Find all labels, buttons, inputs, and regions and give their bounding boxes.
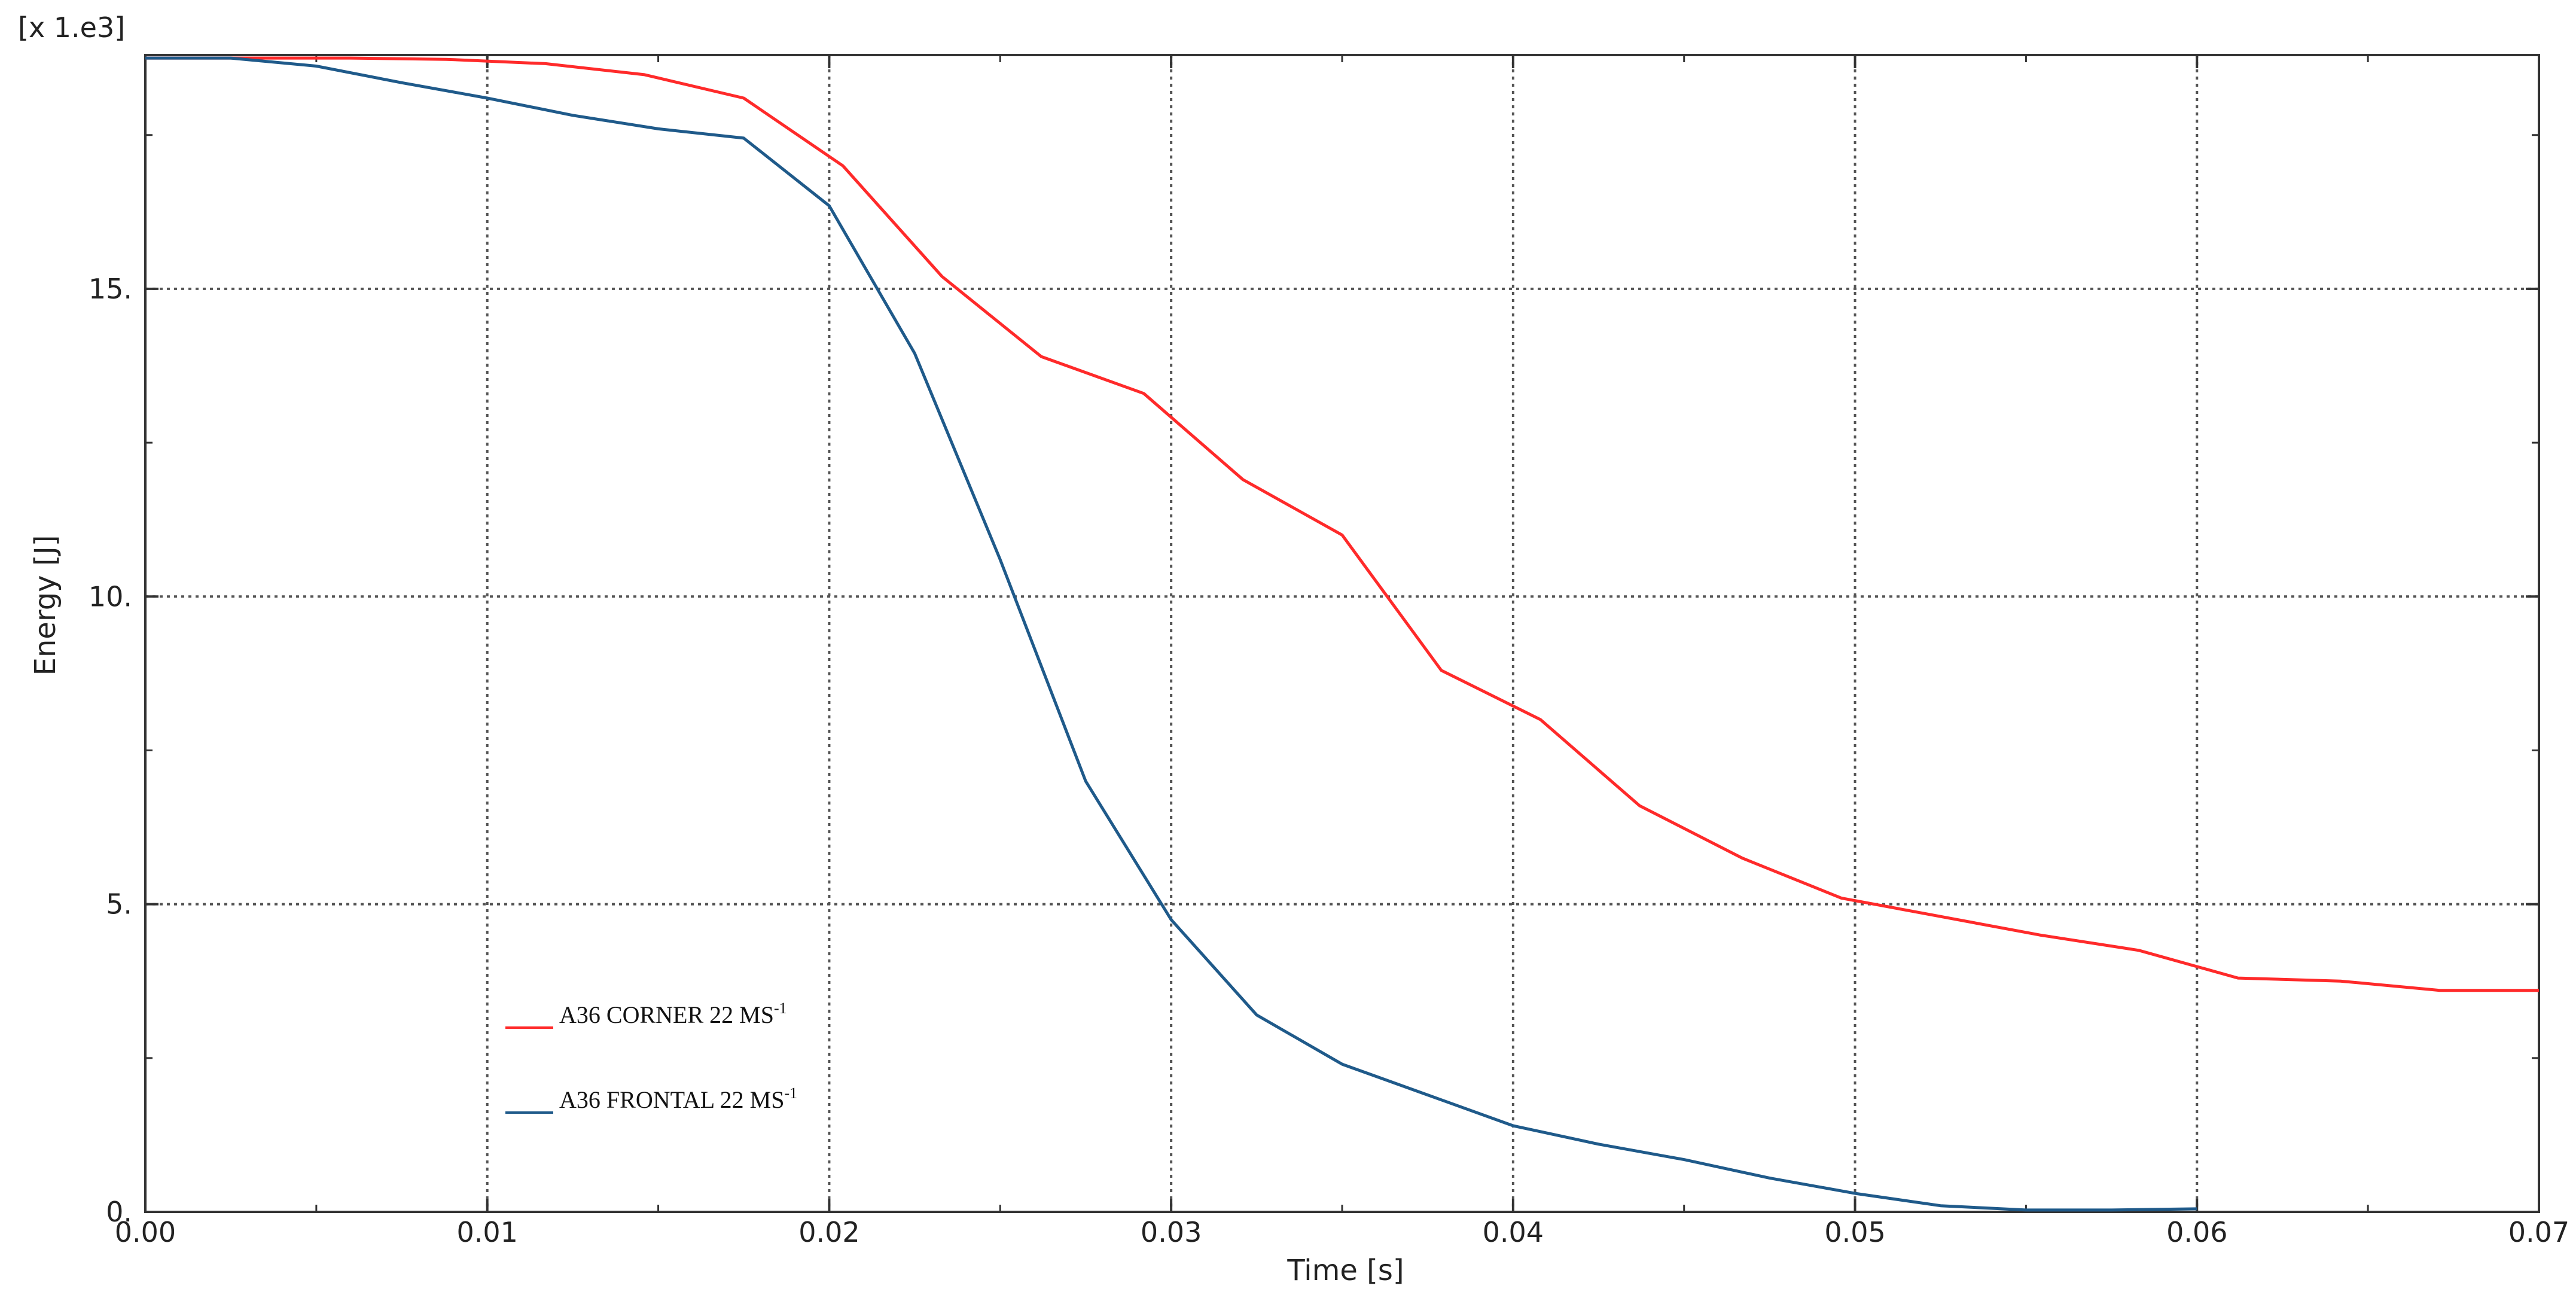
legend-label-superscript: -1 — [784, 1084, 797, 1102]
series-line-frontal — [145, 56, 2197, 1212]
grid — [145, 55, 2539, 1212]
x-tick-label: 0.02 — [798, 1216, 859, 1248]
x-tick-label: 0.06 — [2166, 1216, 2227, 1248]
x-tick-label: 0.07 — [2508, 1216, 2569, 1248]
legend-label-text: A36 FRONTAL 22 MS — [559, 1086, 784, 1113]
y-tick-label: 15. — [89, 273, 132, 305]
y-tick-label: 10. — [89, 580, 132, 613]
x-tick-label: 0.05 — [1824, 1216, 1885, 1248]
x-tick-labels: 0.00 0.01 0.02 0.03 0.04 0.05 0.06 0.07 — [115, 1216, 2569, 1248]
y-axis-multiplier: [x 1.e3] — [18, 11, 125, 44]
y-tick-label: 0. — [106, 1196, 132, 1228]
x-tick-label: 0.03 — [1141, 1216, 1202, 1248]
x-axis-title: Time [s] — [1287, 1254, 1404, 1287]
x-tick-label: 0.01 — [457, 1216, 518, 1248]
series-layer — [145, 56, 2539, 1212]
y-axis-title: Energy [J] — [29, 535, 62, 676]
legend-label-superscript: -1 — [774, 1000, 787, 1017]
tick-marks — [144, 55, 2540, 1213]
x-tick-label: 0.04 — [1483, 1216, 1544, 1248]
legend-label-text: A36 CORNER 22 MS — [559, 1001, 774, 1028]
legend-label: A36 FRONTAL 22 MS-1 — [559, 1084, 797, 1113]
y-tick-labels: 0. 5. 10. 15. — [89, 273, 132, 1228]
x-tick-label: 0.00 — [115, 1216, 176, 1248]
y-tick-label: 5. — [106, 888, 132, 921]
legend-label: A36 CORNER 22 MS-1 — [559, 1000, 787, 1028]
plot-frame — [144, 54, 2540, 1213]
series-line-corner — [145, 56, 2539, 992]
